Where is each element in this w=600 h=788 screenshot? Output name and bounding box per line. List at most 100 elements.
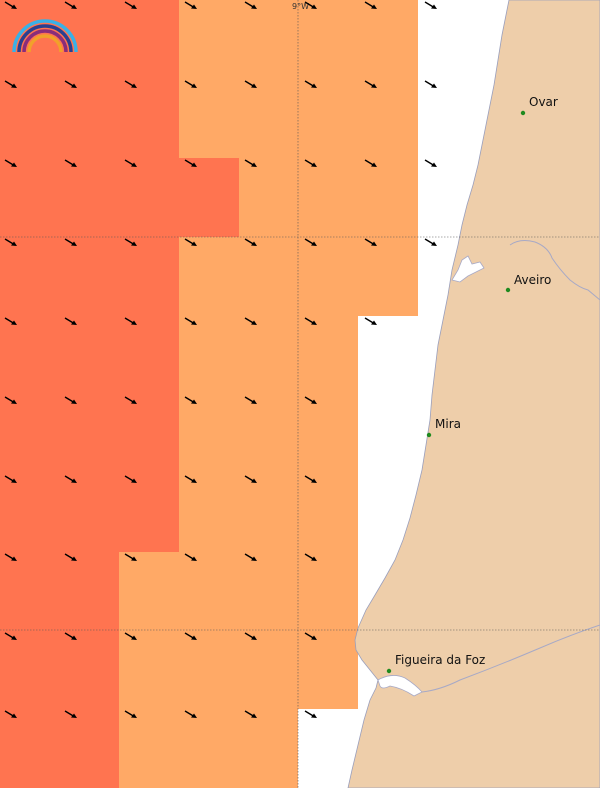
town-label-mira: Mira	[435, 417, 461, 431]
wind-arrow	[424, 1, 437, 9]
grid-cell	[0, 316, 60, 395]
grid-cell	[60, 630, 119, 709]
town-dot-aveiro	[505, 287, 511, 293]
wind-arrow	[424, 159, 437, 167]
wind-arrow	[304, 238, 317, 246]
wind-arrow	[124, 710, 137, 718]
wind-arrow	[64, 159, 77, 167]
grid-cell	[0, 158, 60, 237]
wind-arrow	[184, 710, 197, 718]
grid-cell	[179, 395, 239, 474]
grid-cell	[119, 709, 179, 788]
grid-cell	[0, 630, 60, 709]
grid-cell	[239, 237, 298, 316]
wind-arrow	[304, 475, 317, 483]
grid-cell	[119, 158, 179, 237]
wind-arrow	[64, 80, 77, 88]
wind-arrow	[64, 396, 77, 404]
grid-cell	[60, 474, 119, 552]
town-label-figueira: Figueira da Foz	[395, 653, 485, 667]
longitude-label: 9°W	[292, 2, 309, 11]
wind-arrow	[244, 1, 257, 9]
vouga-river	[509, 240, 600, 301]
grid-cell	[239, 158, 298, 237]
wind-arrow	[244, 159, 257, 167]
grid-cell	[298, 316, 358, 395]
wind-arrow	[4, 710, 17, 718]
wind-arrow	[124, 159, 137, 167]
grid-cell	[179, 316, 239, 395]
grid-cell	[60, 709, 119, 788]
grid-cell	[0, 552, 60, 630]
wind-arrow	[304, 1, 317, 9]
wind-arrows	[4, 1, 437, 718]
wind-arrow	[184, 80, 197, 88]
grid-cell	[179, 552, 239, 630]
wind-arrow	[124, 632, 137, 640]
grid-cell	[239, 474, 298, 552]
town-dot-ovar	[520, 110, 526, 116]
grid-cell	[298, 552, 358, 630]
wind-arrow	[244, 396, 257, 404]
wind-arrow	[184, 553, 197, 561]
wind-arrow	[304, 159, 317, 167]
grid-cell	[298, 630, 358, 709]
wind-arrow	[244, 317, 257, 325]
grid-cell	[179, 474, 239, 552]
wind-arrow	[4, 632, 17, 640]
grid-cell	[298, 79, 358, 158]
wind-arrow	[184, 1, 197, 9]
grid-cell	[298, 237, 358, 316]
wind-arrow	[4, 553, 17, 561]
grid-cell	[179, 0, 239, 79]
wind-arrow	[244, 553, 257, 561]
grid-cell	[179, 237, 239, 316]
wind-arrow	[184, 632, 197, 640]
wind-arrow	[304, 553, 317, 561]
wind-arrow	[124, 317, 137, 325]
mondego-river	[421, 624, 600, 693]
wind-arrow	[64, 317, 77, 325]
wind-arrow	[124, 553, 137, 561]
grid-cell	[239, 0, 298, 79]
wind-arrow	[184, 317, 197, 325]
town-dot-mira	[426, 432, 432, 438]
grid-cell	[0, 237, 60, 316]
grid-cell	[0, 79, 60, 158]
wind-arrow	[184, 159, 197, 167]
wind-arrow	[364, 317, 377, 325]
town-label-aveiro: Aveiro	[514, 273, 551, 287]
grid-cell	[60, 395, 119, 474]
grid-cell	[60, 552, 119, 630]
town-label-ovar: Ovar	[529, 95, 558, 109]
wind-arrow	[124, 1, 137, 9]
wind-arrow	[304, 710, 317, 718]
grid-cell	[239, 79, 298, 158]
grid-cell	[179, 709, 239, 788]
wind-arrow	[4, 317, 17, 325]
grid-cell	[119, 316, 179, 395]
grid-cell	[60, 237, 119, 316]
grid-cell	[298, 474, 358, 552]
grid-cell	[119, 237, 179, 316]
grid-cell	[239, 709, 298, 788]
wind-arrow	[124, 80, 137, 88]
grid-cell	[0, 709, 60, 788]
grid-cell	[60, 79, 119, 158]
rainbow-logo-icon	[12, 19, 78, 53]
grid-cell	[358, 158, 418, 237]
color-grid	[0, 0, 418, 788]
wind-arrow	[4, 159, 17, 167]
grid-cell	[119, 474, 179, 552]
grid-cell	[0, 395, 60, 474]
grid-cell	[358, 79, 418, 158]
grid-cell	[0, 474, 60, 552]
wind-arrow	[4, 475, 17, 483]
wind-arrow	[4, 396, 17, 404]
wind-arrow	[244, 710, 257, 718]
grid-cell	[179, 630, 239, 709]
wind-arrow	[64, 238, 77, 246]
land-area	[347, 0, 600, 788]
